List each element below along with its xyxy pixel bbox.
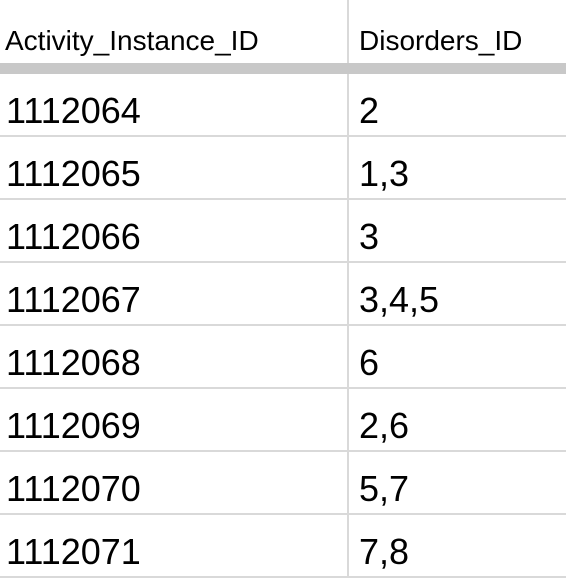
disorders-id-cell[interactable]: 7,8	[359, 531, 410, 572]
activity-instance-id-cell[interactable]: 1112070	[6, 468, 141, 509]
activity-instance-id-cell[interactable]: 1112064	[6, 90, 141, 131]
disorders-id-cell[interactable]: 2,6	[359, 405, 410, 446]
disorders-id-cell[interactable]: 2	[359, 90, 380, 131]
table-row[interactable]: 1112066 3	[0, 200, 566, 263]
table-row[interactable]: 1112068 6	[0, 326, 566, 389]
disorders-id-cell[interactable]: 3	[359, 216, 380, 257]
column-header-disorders-id[interactable]: Disorders_ID	[359, 25, 523, 56]
table-row[interactable]: 1112067 3,4,5	[0, 263, 566, 326]
table-row[interactable]: 1112065 1,3	[0, 137, 566, 200]
activity-instance-id-cell[interactable]: 1112068	[6, 342, 141, 383]
activity-instance-id-cell[interactable]: 1112066	[6, 216, 141, 257]
table-row[interactable]: 1112064 2	[0, 74, 566, 137]
table-row[interactable]: 1112071 7,8	[0, 515, 566, 578]
activity-instance-id-cell[interactable]: 1112067	[6, 279, 141, 320]
column-header-activity-instance-id[interactable]: Activity_Instance_ID	[5, 25, 259, 56]
header-row: Activity_Instance_ID Disorders_ID	[0, 0, 566, 63]
disorders-id-cell[interactable]: 1,3	[359, 153, 410, 194]
activity-instance-id-cell[interactable]: 1112071	[6, 531, 141, 572]
activity-instance-id-cell[interactable]: 1112069	[6, 405, 141, 446]
table-row[interactable]: 1112070 5,7	[0, 452, 566, 515]
disorders-id-cell[interactable]: 6	[359, 342, 380, 383]
disorders-id-cell[interactable]: 3,4,5	[359, 279, 440, 320]
disorders-id-cell[interactable]: 5,7	[359, 468, 410, 509]
activity-instance-id-cell[interactable]: 1112065	[6, 153, 141, 194]
table-row[interactable]: 1112069 2,6	[0, 389, 566, 452]
header-separator	[0, 63, 566, 74]
column-divider[interactable]	[347, 0, 349, 576]
table-body: 1112064 2 1112065 1,3 1112066 3 1112067 …	[0, 74, 566, 578]
